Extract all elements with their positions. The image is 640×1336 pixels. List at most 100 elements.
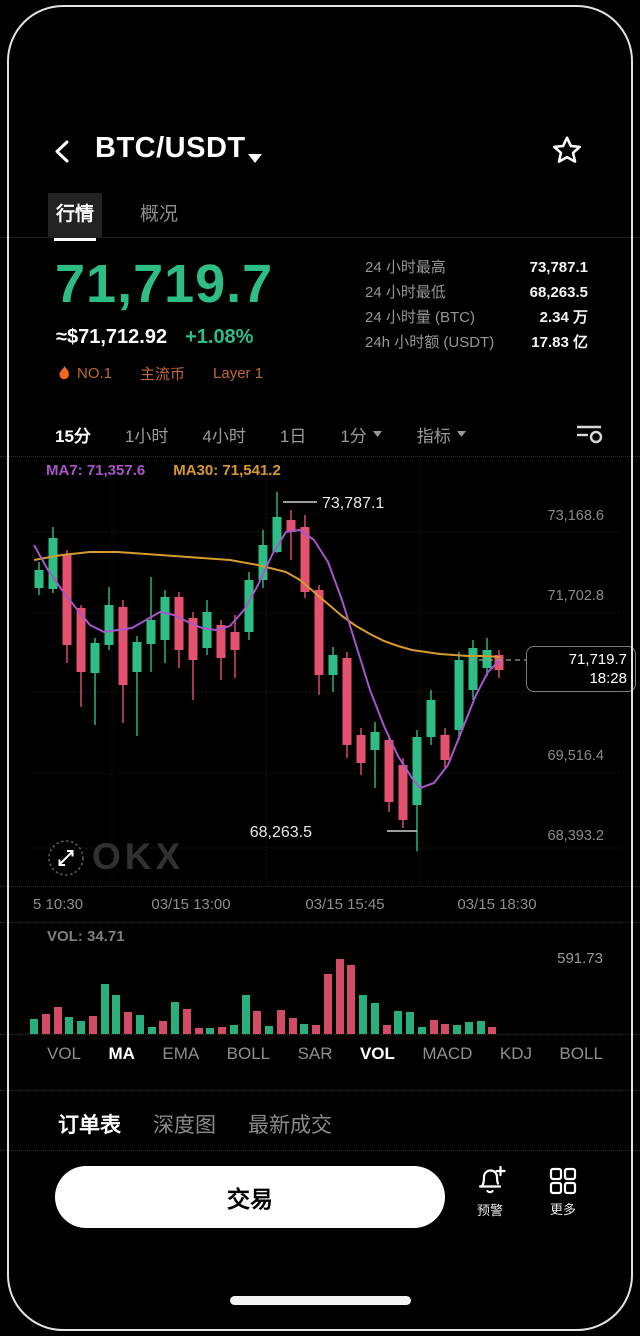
timeframe-1分[interactable]: 1分: [340, 422, 382, 447]
timeframe-label: 1小时: [124, 426, 169, 446]
candle-body-5: [104, 604, 114, 645]
volume-bar-26: [336, 959, 344, 1034]
volume-bar-6: [101, 984, 109, 1034]
timeframe-toolbar: 15分 1小时 4小时 1日 1分 指标: [55, 414, 467, 454]
volume-bar-31: [394, 1011, 402, 1034]
candle-body-23: [356, 734, 366, 763]
trade-button[interactable]: 交易: [55, 1166, 445, 1228]
indicator-tab-sar-4[interactable]: SAR: [297, 1044, 333, 1063]
orderbook-tab-0[interactable]: 订单表: [58, 1114, 121, 1137]
volume-bar-37: [465, 1022, 473, 1034]
ma30-line: [33, 551, 501, 658]
timeframe-label: 指标: [416, 426, 451, 446]
timeframe-4小时[interactable]: 4小时: [202, 422, 245, 447]
candle-body-0: [34, 570, 44, 589]
fiat-price-row: ≈$71,712.92 +1.08%: [56, 326, 253, 349]
indicator-tab-vol-0[interactable]: VOL: [47, 1044, 82, 1063]
volume-bar-13: [183, 1009, 191, 1034]
timeframe-1小时[interactable]: 1小时: [125, 422, 168, 447]
volume-bar-35: [441, 1024, 449, 1034]
tab-0[interactable]: 行情: [48, 193, 103, 241]
volume-axis-label: 591.73: [557, 950, 603, 967]
volume-bar-2: [54, 1007, 62, 1034]
favorite-star-button[interactable]: [550, 134, 584, 168]
timeframe-15分[interactable]: 15分: [55, 422, 91, 447]
orderbook-tab-2[interactable]: 最新成交: [248, 1114, 332, 1137]
okx-watermark: OKX: [92, 836, 185, 877]
more-button[interactable]: 更多: [533, 1165, 593, 1218]
last-price-tag-time: 18:28: [589, 670, 627, 687]
divider: [0, 1090, 640, 1091]
stat-value: 73,787.1: [529, 259, 588, 276]
timeframe-label: 1分: [340, 426, 367, 446]
fiat-price: ≈$71,712.92: [56, 326, 168, 348]
candle-body-20: [314, 590, 324, 675]
tab-1[interactable]: 概况: [140, 204, 179, 225]
volume-bar-15: [206, 1028, 214, 1034]
candle-body-3: [76, 608, 86, 672]
candle-body-9: [160, 596, 170, 641]
stat-label: 24h 小时额 (USDT): [365, 334, 495, 351]
indicator-tab-kdj-7[interactable]: KDJ: [499, 1044, 532, 1063]
badge-2[interactable]: Layer 1: [213, 365, 263, 382]
timeframe-指标[interactable]: 指标: [417, 422, 467, 447]
badges-row: NO.1 主流币 Layer 1: [58, 363, 263, 384]
home-indicator: [230, 1296, 411, 1305]
volume-bar-3: [65, 1017, 73, 1034]
candle-body-11: [188, 617, 198, 660]
volume-bar-38: [477, 1021, 485, 1034]
stat-label: 24 小时量 (BTC): [365, 309, 476, 326]
volume-bar-5: [89, 1016, 97, 1034]
back-button[interactable]: [48, 136, 78, 166]
volume-bar-21: [277, 1010, 285, 1034]
stat-value: 17.83 亿: [531, 334, 588, 351]
stats-block: 24 小时最高 73,787.1 24 小时最低 68,263.5 24 小时量 (BT…: [365, 255, 588, 355]
y-axis-tick: 68,393.2: [547, 828, 604, 844]
candle-body-10: [174, 596, 184, 650]
candle-body-24: [370, 731, 380, 750]
volume-bar-18: [242, 995, 250, 1034]
volume-bar-23: [300, 1024, 308, 1034]
indicator-tab-macd-6[interactable]: MACD: [422, 1044, 473, 1063]
x-axis-tick: 5 10:30: [33, 896, 84, 913]
divider: [0, 1034, 640, 1035]
top-tabs: 行情 概况: [48, 193, 186, 241]
volume-bar-9: [136, 1015, 144, 1034]
volume-bar-32: [406, 1012, 414, 1034]
volume-bar-36: [453, 1025, 461, 1034]
indicator-tab-boll-3[interactable]: BOLL: [226, 1044, 271, 1063]
last-price: 71,719.7: [55, 254, 274, 314]
indicator-tabs: VOL MA EMA BOLL SAR VOL MACD KDJ BOLL: [47, 1044, 603, 1064]
candle-body-27: [412, 736, 422, 805]
candle-body-19: [300, 526, 310, 592]
badge-1[interactable]: 主流币: [140, 363, 185, 384]
candle-body-14: [230, 632, 240, 650]
candle-body-6: [118, 606, 128, 685]
price-alert-button[interactable]: 预警: [460, 1164, 520, 1219]
badge-0[interactable]: NO.1: [58, 365, 112, 382]
indicator-settings-button[interactable]: [572, 418, 606, 448]
timeframe-label: 1日: [279, 426, 307, 446]
ma30-legend: MA30: 71,541.2: [173, 462, 281, 479]
last-price-tag: 71,719.7 18:28: [526, 646, 636, 692]
indicator-tab-boll-8[interactable]: BOLL: [559, 1044, 603, 1063]
indicator-tab-ma-1[interactable]: MA: [108, 1044, 135, 1063]
volume-bar-1: [42, 1014, 50, 1034]
volume-bar-16: [218, 1027, 226, 1034]
pair-selector-caret[interactable]: [246, 152, 264, 164]
page-title: BTC/USDT: [95, 132, 246, 164]
grid-more-icon: [549, 1167, 577, 1195]
volume-bar-20: [265, 1026, 273, 1034]
badge-label: Layer 1: [213, 365, 264, 382]
stat-row-0: 24 小时最高 73,787.1: [365, 255, 588, 280]
indicator-tab-vol-5[interactable]: VOL: [359, 1044, 395, 1063]
orderbook-tab-1[interactable]: 深度图: [153, 1114, 216, 1137]
volume-bar-22: [289, 1018, 297, 1034]
candle-body-17: [272, 517, 282, 552]
stat-value: 68,263.5: [529, 284, 588, 301]
indicator-tab-ema-2[interactable]: EMA: [162, 1044, 200, 1063]
timeframe-1日[interactable]: 1日: [280, 422, 306, 447]
candle-body-16: [258, 544, 268, 580]
expand-chart-button[interactable]: [46, 838, 86, 878]
